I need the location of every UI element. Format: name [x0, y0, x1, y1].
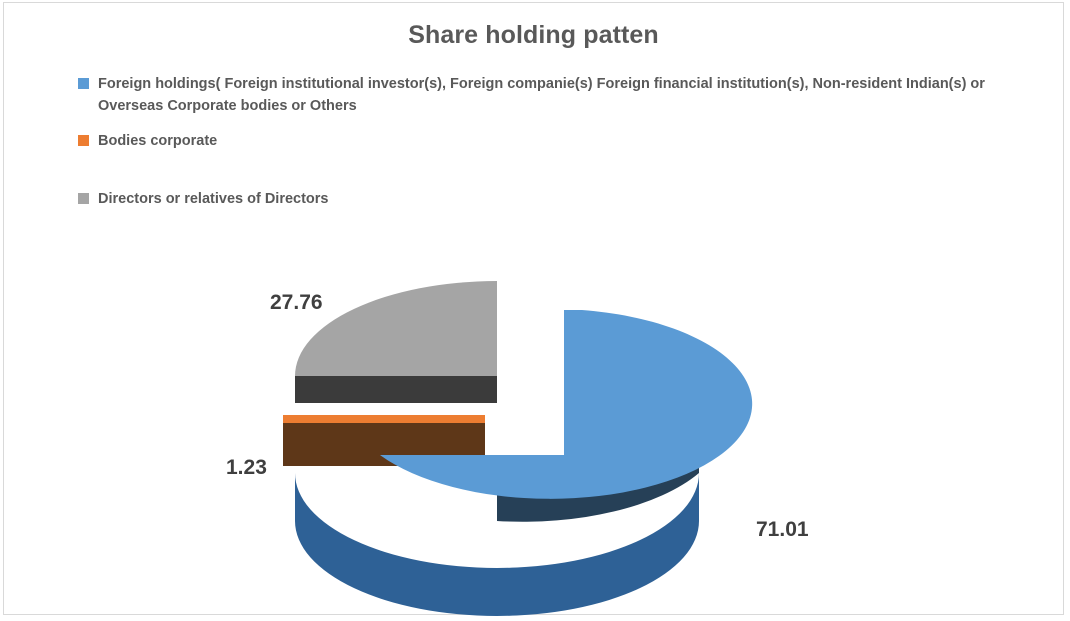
chart-legend: Foreign holdings( Foreign institutional … — [78, 73, 1023, 210]
data-label-foreign-holdings: 71.01 — [756, 518, 809, 541]
blue-slice-side-bottom — [295, 473, 699, 616]
orange-slice-top — [283, 415, 485, 423]
legend-item-foreign-holdings[interactable]: Foreign holdings( Foreign institutional … — [78, 73, 1023, 117]
data-label-directors: 27.76 — [270, 291, 323, 314]
gray-slice-top — [295, 281, 497, 376]
chart-frame: Share holding patten Foreign holdings( F… — [3, 2, 1064, 616]
legend-swatch-orange-icon — [78, 135, 89, 146]
blue-slice-top — [380, 310, 753, 499]
legend-swatch-gray-icon — [78, 193, 89, 204]
blue-slice-side-right — [497, 425, 699, 522]
orange-slice-side — [283, 423, 485, 466]
data-label-bodies-corporate: 1.23 — [226, 456, 267, 479]
page-title: Share holding patten — [408, 21, 659, 49]
legend-label-directors: Directors or relatives of Directors — [98, 191, 329, 207]
legend-label-bodies-corporate: Bodies corporate — [98, 133, 218, 149]
blue-slice-cut-face — [564, 310, 582, 455]
legend-label-foreign-holdings: Foreign holdings( Foreign institutional … — [98, 76, 985, 114]
gray-slice-side — [295, 376, 497, 403]
legend-item-directors[interactable]: Directors or relatives of Directors — [78, 188, 1023, 210]
legend-swatch-blue-icon — [78, 78, 89, 89]
legend-item-bodies-corporate[interactable]: Bodies corporate — [78, 130, 1023, 152]
